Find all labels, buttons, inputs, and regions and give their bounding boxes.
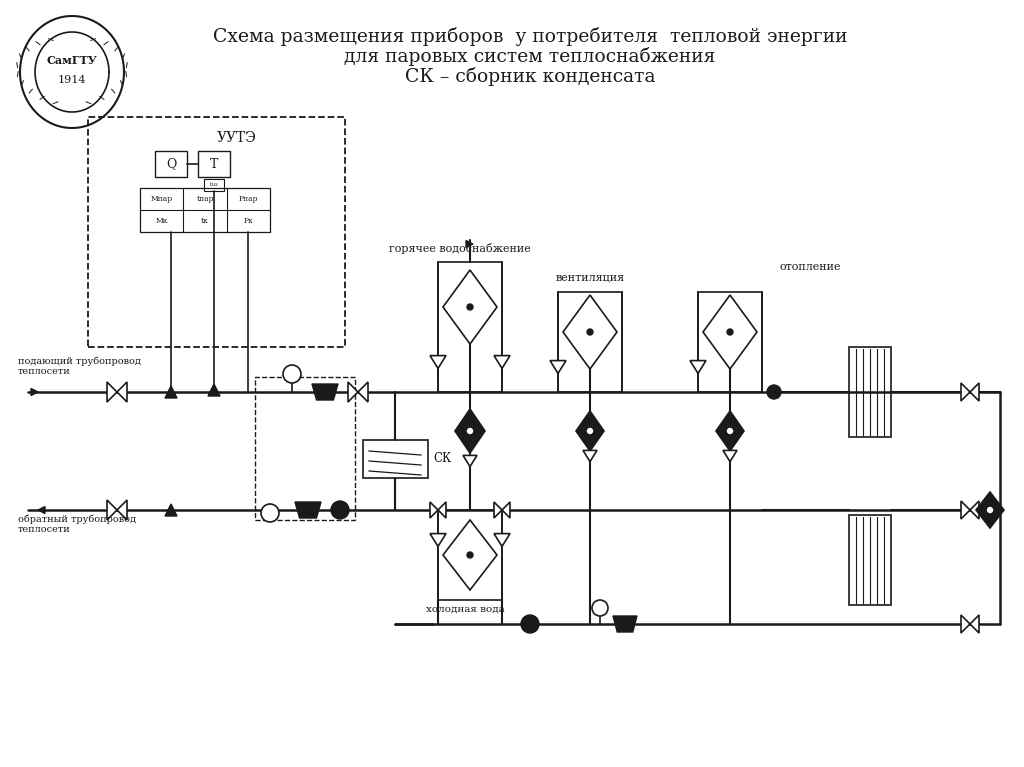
Circle shape: [587, 329, 593, 335]
Text: СК: СК: [433, 453, 452, 466]
Circle shape: [261, 504, 279, 522]
Text: для паровых систем теплоснабжения: для паровых систем теплоснабжения: [344, 48, 716, 67]
Polygon shape: [208, 384, 220, 396]
Polygon shape: [31, 389, 38, 396]
Text: холодная вода: холодная вода: [426, 605, 505, 614]
Text: tпар: tпар: [197, 195, 214, 203]
Circle shape: [727, 329, 733, 335]
Polygon shape: [690, 360, 706, 374]
Polygon shape: [430, 356, 446, 368]
Polygon shape: [443, 520, 497, 590]
Text: Схема размещения приборов  у потребителя  тепловой энергии: Схема размещения приборов у потребителя …: [213, 28, 847, 47]
Polygon shape: [961, 501, 979, 519]
Text: Мпар: Мпар: [151, 195, 173, 203]
Bar: [155, 151, 187, 177]
Polygon shape: [106, 382, 127, 402]
Bar: [204, 179, 224, 191]
Polygon shape: [575, 411, 604, 451]
Circle shape: [727, 429, 732, 433]
Text: СК – сборник конденсата: СК – сборник конденсата: [404, 67, 655, 87]
Text: 0: 0: [598, 605, 601, 611]
Polygon shape: [563, 295, 617, 369]
Polygon shape: [583, 450, 597, 462]
Polygon shape: [466, 241, 473, 248]
Polygon shape: [613, 616, 637, 632]
Bar: [198, 151, 230, 177]
Text: bus: bus: [210, 183, 218, 187]
Polygon shape: [430, 502, 446, 518]
Circle shape: [331, 501, 349, 519]
Text: СамГТУ: СамГТУ: [47, 54, 97, 65]
Polygon shape: [165, 504, 177, 516]
Text: 0: 0: [268, 511, 271, 515]
Text: Мк: Мк: [156, 217, 168, 225]
Polygon shape: [463, 456, 477, 466]
Text: обратный трубопровод
теплосети: обратный трубопровод теплосети: [18, 514, 136, 534]
Polygon shape: [961, 383, 979, 401]
Polygon shape: [494, 502, 510, 518]
Circle shape: [467, 304, 473, 310]
Polygon shape: [348, 382, 368, 402]
Text: УУТЭ: УУТЭ: [216, 131, 256, 145]
Bar: [698, 292, 762, 392]
Circle shape: [588, 429, 593, 433]
Text: горячее водоснабжение: горячее водоснабжение: [389, 243, 530, 254]
Polygon shape: [723, 450, 737, 462]
Polygon shape: [38, 506, 45, 513]
Polygon shape: [455, 409, 485, 453]
Bar: [140, 188, 270, 232]
Circle shape: [592, 600, 608, 616]
Circle shape: [283, 365, 301, 383]
Polygon shape: [443, 270, 497, 344]
Polygon shape: [295, 502, 321, 518]
Bar: [558, 292, 622, 392]
Text: вентиляция: вентиляция: [555, 272, 625, 282]
Bar: [849, 347, 891, 437]
Text: подающий трубопровод
теплосети: подающий трубопровод теплосети: [18, 356, 141, 376]
Circle shape: [467, 552, 473, 558]
Text: Рпар: Рпар: [239, 195, 258, 203]
Circle shape: [468, 429, 472, 433]
Text: Q: Q: [166, 157, 176, 170]
Polygon shape: [165, 386, 177, 398]
Polygon shape: [550, 360, 566, 374]
Polygon shape: [106, 500, 127, 520]
Polygon shape: [976, 492, 1004, 528]
Bar: [88, 117, 345, 347]
Polygon shape: [961, 615, 979, 633]
Bar: [255, 377, 355, 520]
Text: 0: 0: [290, 371, 294, 377]
Text: tк: tк: [201, 217, 209, 225]
Polygon shape: [494, 534, 510, 546]
Text: T: T: [210, 157, 218, 170]
Bar: [849, 515, 891, 605]
Polygon shape: [312, 384, 338, 400]
Circle shape: [767, 385, 781, 399]
Polygon shape: [703, 295, 757, 369]
Text: 1914: 1914: [57, 75, 86, 85]
Text: отопление: отопление: [779, 262, 841, 272]
Bar: [362, 440, 428, 478]
Bar: [438, 510, 502, 600]
Text: Рк: Рк: [244, 217, 253, 225]
Polygon shape: [716, 411, 744, 451]
Bar: [438, 262, 502, 392]
Circle shape: [521, 615, 539, 633]
Circle shape: [987, 508, 992, 512]
Polygon shape: [430, 534, 446, 546]
Polygon shape: [494, 356, 510, 368]
